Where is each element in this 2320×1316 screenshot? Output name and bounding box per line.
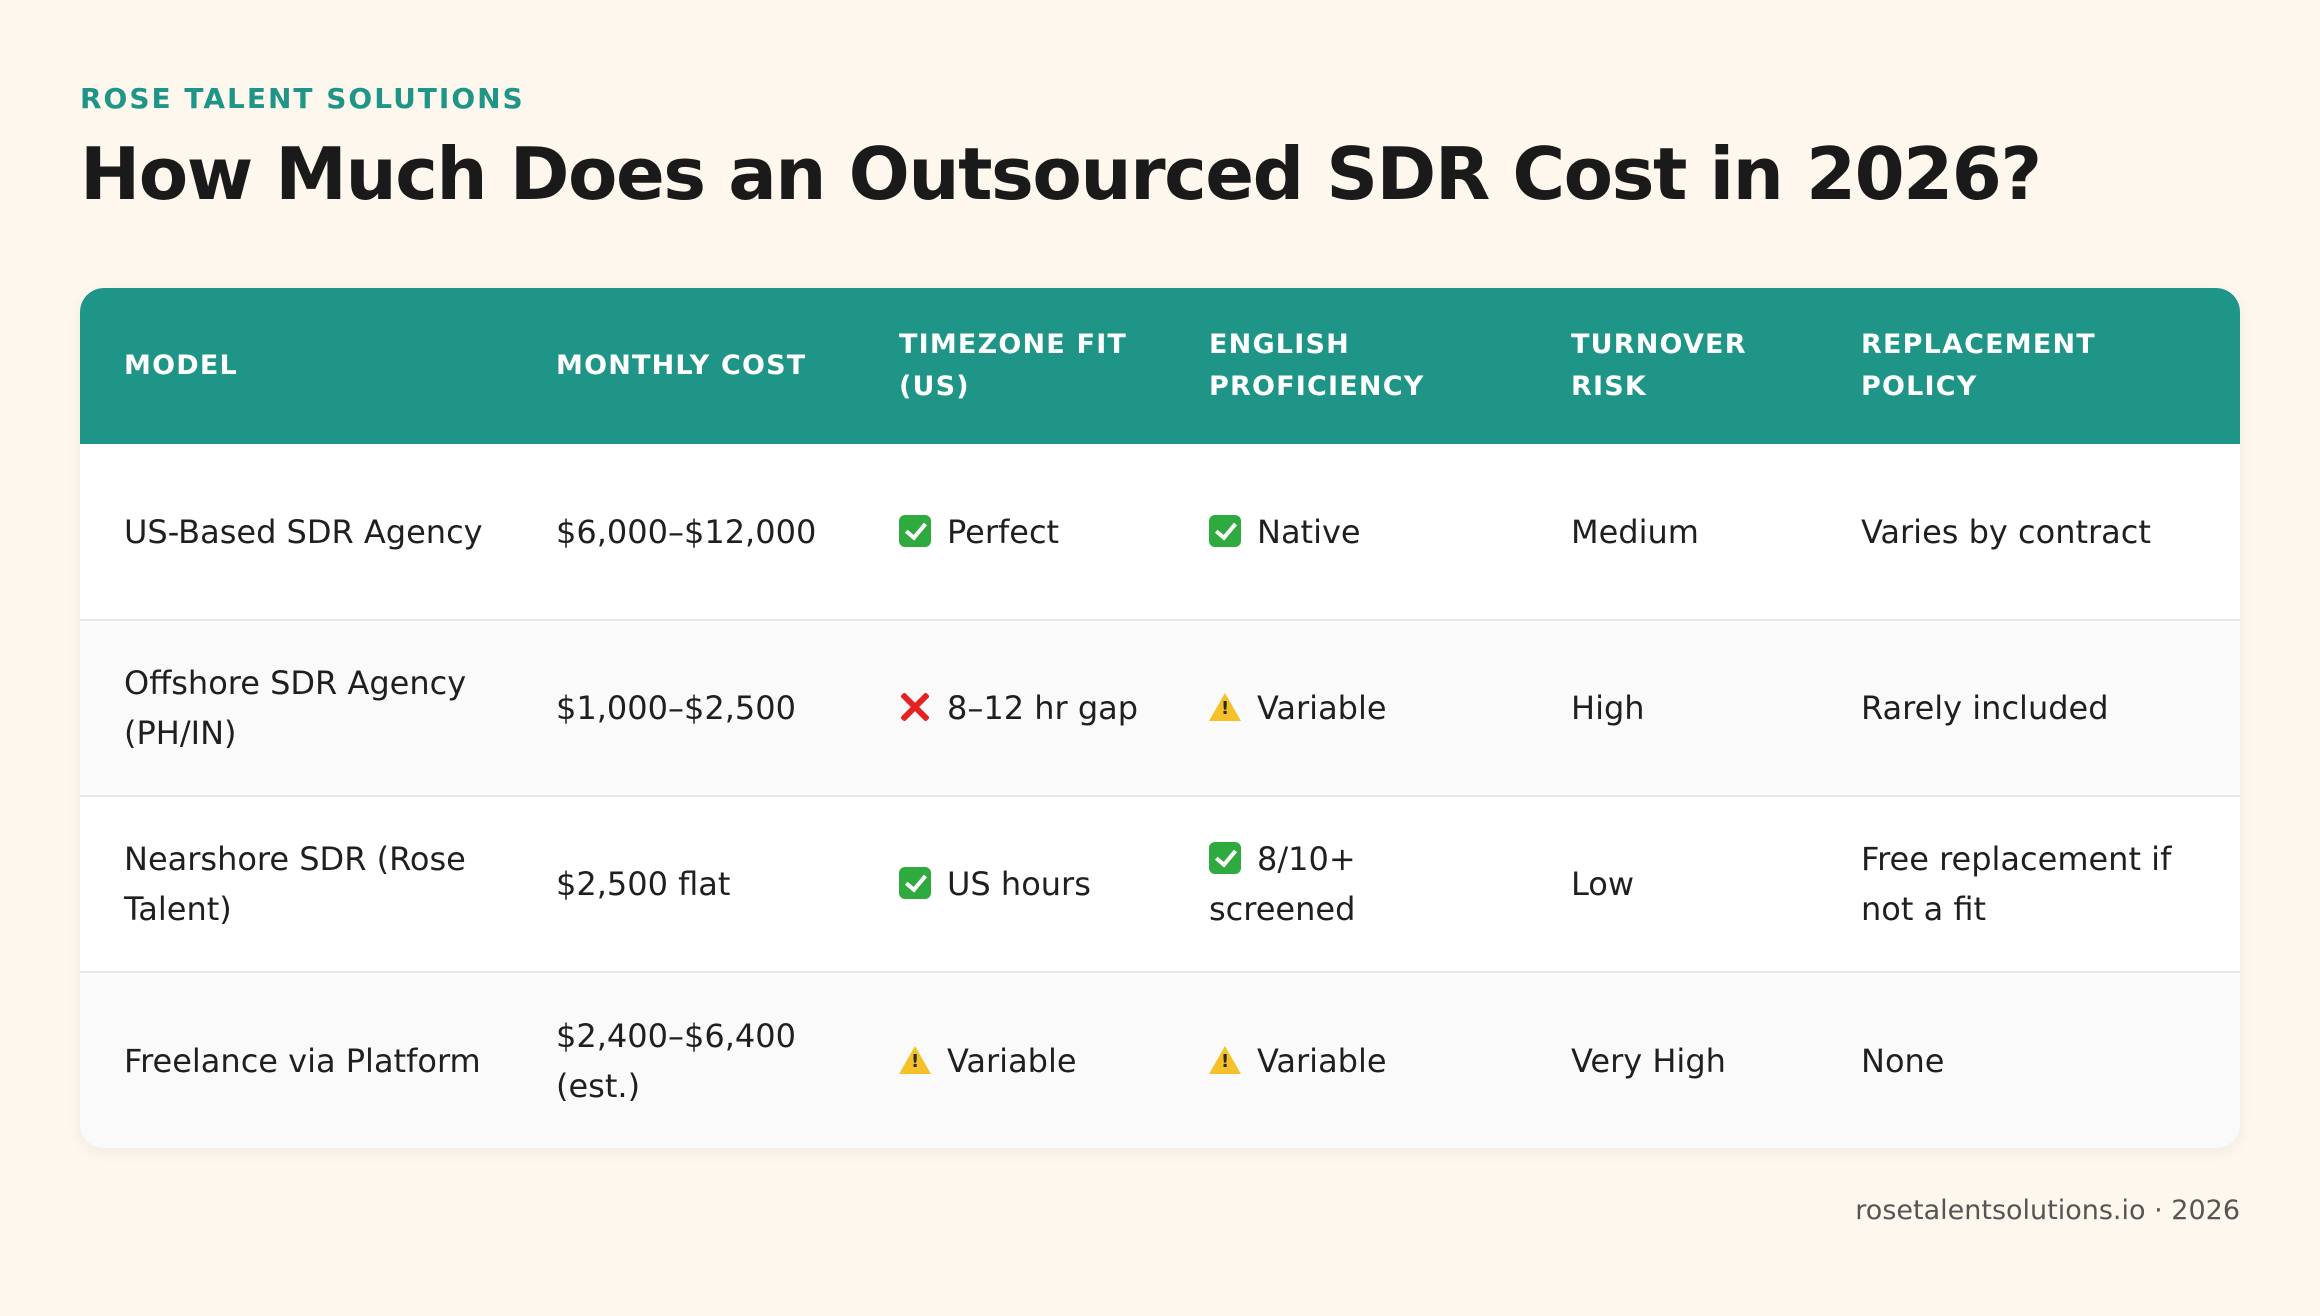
check-icon <box>1209 842 1241 874</box>
comparison-table: MODEL MONTHLY COST TIMEZONE FIT (US) ENG… <box>80 288 2240 1148</box>
column-header-english-proficiency: ENGLISH PROFICIENCY <box>1209 329 1425 402</box>
cell-english-proficiency: Variable <box>1165 620 1527 796</box>
cell-english-proficiency: Variable <box>1165 972 1527 1148</box>
cell-timezone-fit: 8–12 hr gap <box>855 620 1165 796</box>
cell-english-proficiency: 8/10+ screened <box>1165 796 1527 972</box>
cell-monthly-cost: $2,400–$6,400 (est.) <box>556 1016 796 1105</box>
cell-monthly-cost: $6,000–$12,000 <box>556 512 817 551</box>
cell-timezone-fit: Variable <box>855 972 1165 1148</box>
table-row: US-Based SDR Agency $6,000–$12,000 Perfe… <box>80 444 2240 620</box>
english-proficiency-text: Variable <box>1257 689 1387 727</box>
page-title: How Much Does an Outsourced SDR Cost in … <box>80 132 2042 216</box>
cell-replacement-policy: Rarely included <box>1861 689 2109 727</box>
cell-replacement-policy: Varies by contract <box>1861 512 2151 551</box>
cell-turnover-risk: High <box>1571 689 1645 727</box>
timezone-fit-text: Variable <box>947 1041 1077 1080</box>
cell-monthly-cost: $2,500 flat <box>556 865 731 903</box>
check-icon <box>1209 514 1241 547</box>
cell-turnover-risk: Medium <box>1571 512 1699 551</box>
cell-english-proficiency: Native <box>1165 444 1527 620</box>
timezone-fit-text: US hours <box>947 865 1091 903</box>
cell-model: US-Based SDR Agency <box>124 512 483 551</box>
english-proficiency-text: Variable <box>1257 1041 1387 1080</box>
brand-label: ROSE TALENT SOLUTIONS <box>80 82 525 115</box>
english-proficiency-text: 8/10+ screened <box>1209 840 1356 928</box>
column-header-replacement-policy: REPLACEMENT POLICY <box>1861 329 2096 402</box>
check-icon <box>899 514 931 547</box>
table-header-row: MODEL MONTHLY COST TIMEZONE FIT (US) ENG… <box>80 288 2240 444</box>
warning-icon <box>899 1045 931 1074</box>
timezone-fit-text: Perfect <box>947 512 1060 551</box>
cell-turnover-risk: Low <box>1571 865 1635 903</box>
table-row: Freelance via Platform $2,400–$6,400 (es… <box>80 972 2240 1148</box>
table-row: Offshore SDR Agency (PH/IN) $1,000–$2,50… <box>80 620 2240 796</box>
column-header-model: MODEL <box>124 350 238 381</box>
cell-timezone-fit: US hours <box>855 796 1165 972</box>
cross-icon <box>899 691 931 723</box>
check-icon <box>899 867 931 899</box>
column-header-timezone-fit: TIMEZONE FIT (US) <box>899 329 1128 402</box>
column-header-monthly-cost: MONTHLY COST <box>556 350 807 381</box>
table-row: Nearshore SDR (Rose Talent) $2,500 flat … <box>80 796 2240 972</box>
column-header-turnover-risk: TURNOVER RISK <box>1571 329 1747 402</box>
comparison-table-card: MODEL MONTHLY COST TIMEZONE FIT (US) ENG… <box>80 288 2240 1148</box>
cell-replacement-policy: Free replacement if not a fit <box>1861 840 2172 928</box>
cell-monthly-cost: $1,000–$2,500 <box>556 689 796 727</box>
cell-model: Freelance via Platform <box>124 1041 481 1080</box>
cell-replacement-policy: None <box>1861 1041 1945 1080</box>
english-proficiency-text: Native <box>1257 512 1361 551</box>
cell-turnover-risk: Very High <box>1571 1041 1726 1080</box>
cell-timezone-fit: Perfect <box>855 444 1165 620</box>
warning-icon <box>1209 1045 1241 1074</box>
cell-model: Nearshore SDR (Rose Talent) <box>124 840 466 928</box>
timezone-fit-text: 8–12 hr gap <box>947 689 1139 727</box>
cell-model: Offshore SDR Agency (PH/IN) <box>124 664 467 752</box>
footer-credit: rosetalentsolutions.io · 2026 <box>1855 1195 2240 1226</box>
warning-icon <box>1209 693 1241 721</box>
